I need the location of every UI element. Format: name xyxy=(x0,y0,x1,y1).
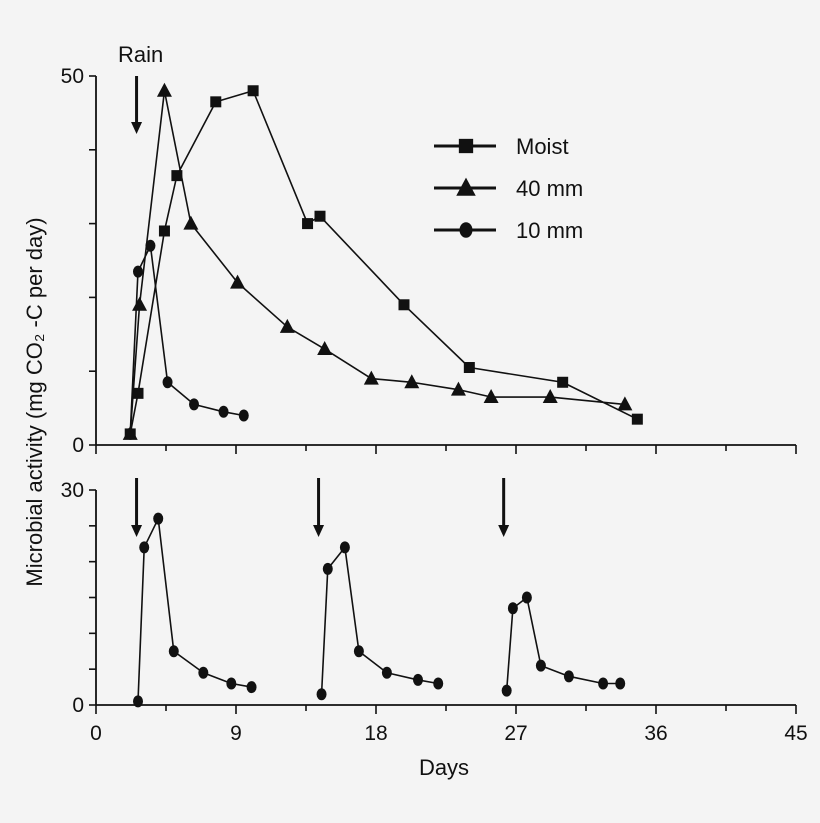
data-point xyxy=(139,541,150,554)
legend-label: Moist xyxy=(516,134,569,159)
legend-marker xyxy=(459,222,473,238)
data-point xyxy=(132,387,144,399)
data-point xyxy=(132,296,148,311)
x-axis-title: Days xyxy=(419,755,469,780)
data-point xyxy=(563,670,574,683)
data-point xyxy=(631,413,643,425)
legend-marker xyxy=(458,138,474,154)
legend-entry: 40 mm xyxy=(434,176,583,201)
data-point xyxy=(353,645,364,658)
series-moist xyxy=(124,85,643,440)
data-point xyxy=(226,677,237,690)
series-line xyxy=(320,546,439,695)
data-point xyxy=(246,681,257,694)
data-point xyxy=(156,82,172,97)
y-tick-label: 0 xyxy=(72,434,84,457)
x-tick-label: 9 xyxy=(230,722,242,745)
data-point xyxy=(198,666,209,679)
series-line xyxy=(505,596,621,691)
data-point xyxy=(433,677,444,690)
series-10-mm xyxy=(125,239,249,440)
data-point xyxy=(153,512,164,525)
x-tick-label: 0 xyxy=(90,722,102,745)
rain-arrow xyxy=(131,76,143,134)
data-point xyxy=(501,684,512,697)
data-point xyxy=(381,666,392,679)
data-point xyxy=(218,405,229,418)
data-point xyxy=(535,659,546,672)
data-point xyxy=(238,409,249,422)
data-point xyxy=(133,695,143,708)
legend-entry: Moist xyxy=(434,134,569,159)
rain-arrow xyxy=(498,478,510,537)
x-tick-label: 45 xyxy=(784,722,807,745)
data-point xyxy=(125,427,136,440)
data-point xyxy=(189,398,199,411)
data-point xyxy=(521,591,532,604)
legend-label: 10 mm xyxy=(516,218,583,243)
rain-arrow xyxy=(313,478,325,537)
top-panel: 0 50 xyxy=(61,65,797,457)
data-point xyxy=(615,677,626,690)
legend-marker xyxy=(456,177,476,196)
legend-entry: 10 mm xyxy=(434,218,583,243)
data-point xyxy=(314,210,326,222)
data-point xyxy=(145,239,156,252)
legend: Moist 40 mm 10 mm xyxy=(434,134,583,243)
data-point xyxy=(230,274,246,289)
data-point xyxy=(279,318,295,333)
y-axis-title: Microbial activity (mg CO₂ -C per day) xyxy=(22,217,47,586)
data-point xyxy=(404,374,420,389)
data-point xyxy=(617,396,633,411)
data-point xyxy=(302,218,314,230)
data-point xyxy=(210,96,222,108)
data-point xyxy=(398,299,410,311)
pulse-series xyxy=(316,541,444,701)
data-point xyxy=(247,85,259,97)
data-point xyxy=(557,376,569,388)
data-point xyxy=(322,562,333,575)
legend-label: 40 mm xyxy=(516,176,583,201)
data-point xyxy=(183,215,199,230)
data-point xyxy=(450,381,466,396)
pulse-series xyxy=(133,512,257,708)
data-point xyxy=(158,225,170,237)
rain-arrow xyxy=(131,478,143,537)
data-point xyxy=(316,688,327,701)
series-line xyxy=(129,89,638,435)
data-point xyxy=(162,376,173,389)
rain-label: Rain xyxy=(118,42,163,67)
data-point xyxy=(363,370,379,385)
data-point xyxy=(542,389,558,404)
bottom-panel: 0 30 0 9 18 27 36 45 xyxy=(61,478,808,745)
data-point xyxy=(133,265,143,278)
data-point xyxy=(463,362,475,374)
data-point xyxy=(483,389,499,404)
series-line xyxy=(137,517,252,702)
y-tick-label: 50 xyxy=(61,65,84,88)
data-point xyxy=(339,541,350,554)
pulse-series xyxy=(501,591,626,697)
data-point xyxy=(598,677,609,690)
x-tick-label: 36 xyxy=(644,722,667,745)
data-point xyxy=(317,341,333,356)
x-tick-label: 27 xyxy=(504,722,527,745)
y-tick-label: 30 xyxy=(61,479,84,502)
x-tick-label: 18 xyxy=(364,722,387,745)
data-point xyxy=(171,170,183,182)
data-point xyxy=(168,645,179,658)
y-tick-label: 0 xyxy=(72,694,84,717)
data-point xyxy=(507,602,518,615)
data-point xyxy=(413,673,423,686)
